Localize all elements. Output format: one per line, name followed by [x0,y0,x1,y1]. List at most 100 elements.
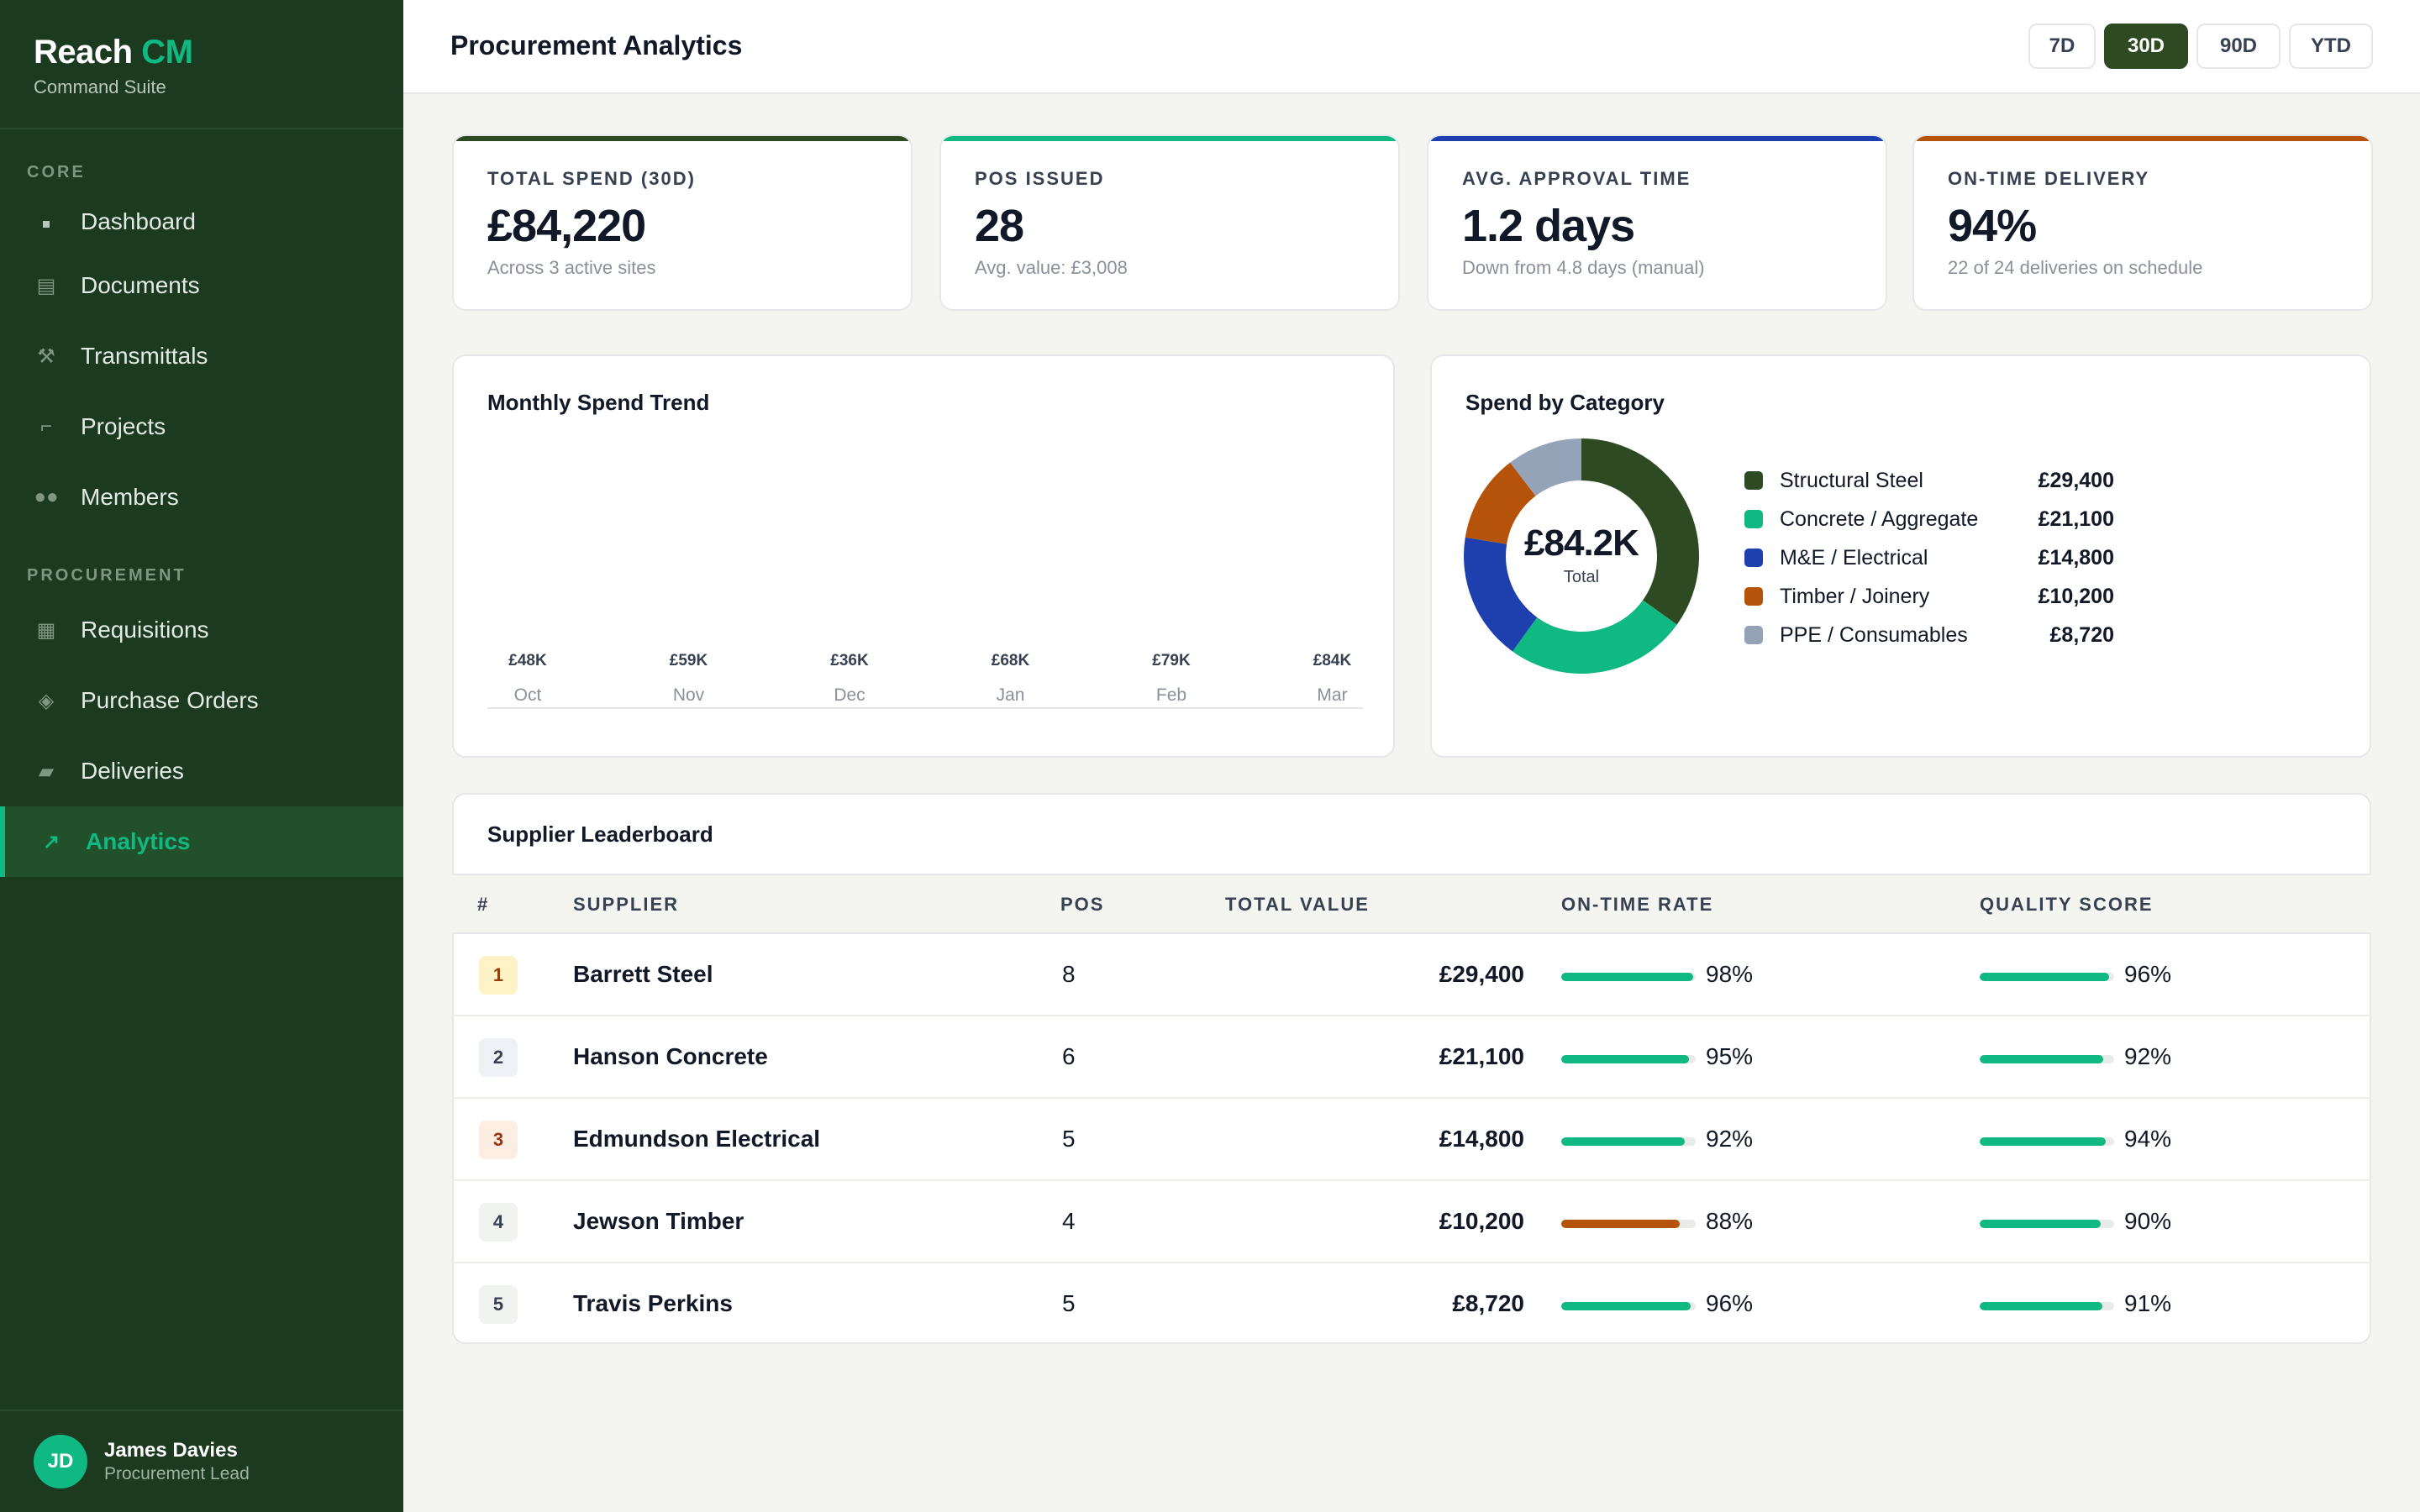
legend-label: Concrete / Aggregate [1780,507,1979,531]
sidebar-item-dashboard[interactable]: Dashboard [0,186,403,257]
quality-meter [1980,1055,2114,1063]
sidebar-item-projects[interactable]: ⌐ Projects [0,391,403,462]
quality-fill [1980,1137,2107,1146]
sidebar-item-deliveries[interactable]: ▰ Deliveries [0,736,403,806]
total-value: £10,200 [1439,1208,1524,1234]
on-time-meter [1561,1137,1696,1146]
chart-icon: ↗ [42,830,60,853]
sidebar-item-requisitions[interactable]: ▦ Requisitions [0,595,403,665]
range-ytd-button[interactable]: YTD [2289,24,2373,69]
chart-title: Spend by Category [1465,390,1665,415]
user-name: James Davies [104,1439,238,1462]
wrench-icon: ⚒ [37,344,55,368]
po-count: 8 [1062,961,1076,987]
po-count: 4 [1062,1208,1076,1234]
column-header-pos[interactable]: POS [1060,894,1105,915]
supplier-name: Travis Perkins [573,1290,733,1316]
donut-slice[interactable] [1512,600,1677,674]
chart-baseline [487,707,1363,709]
header: Procurement Analytics 7D 30D 90D YTD [403,0,2420,94]
sidebar-item-label: Members [81,484,179,510]
total-value: £8,720 [1452,1290,1524,1316]
brand-logo[interactable]: Reach CM [34,34,193,71]
sidebar-item-label: Requisitions [81,617,209,643]
legend-swatch [1744,626,1763,644]
column-header-quality-score[interactable]: QUALITY SCORE [1980,894,2154,915]
rank-badge: 5 [479,1285,518,1324]
on-time-fill [1561,1302,1691,1310]
chart-title: Monthly Spend Trend [487,390,710,415]
kpi-subtext: Down from 4.8 days (manual) [1462,257,1705,278]
kpi-value: 1.2 days [1462,201,1635,251]
supplier-name: Barrett Steel [573,961,713,987]
bar-value-label: £36K [830,652,869,669]
sidebar-item-label: Analytics [86,828,191,854]
legend-label: Timber / Joinery [1780,584,1930,608]
quality-fill [1980,1302,2102,1310]
on-time-fill [1561,1055,1689,1063]
bar-category-label: Oct [513,685,542,705]
donut-slice[interactable] [1464,537,1538,652]
sidebar-item-documents[interactable]: ▤ Documents [0,250,403,321]
supplier-name: Edmundson Electrical [573,1126,821,1152]
nav-section-procurement: PROCUREMENT [27,566,187,585]
sidebar-item-label: Purchase Orders [81,687,259,713]
bar-value-label: £79K [1152,652,1191,669]
range-7d-button[interactable]: 7D [2028,24,2096,69]
brand-subtitle: Command Suite [34,76,166,97]
sidebar-item-analytics[interactable]: ↗ Analytics [0,806,403,877]
legend-value: £10,200 [2038,584,2114,608]
donut-slice[interactable] [1465,462,1536,544]
quality-score: 94% [2124,1126,2172,1152]
column-header-supplier[interactable]: SUPPLIER [573,894,680,915]
bar-value-label: £48K [508,652,547,669]
rank-badge: 1 [479,956,518,995]
on-time-fill [1561,1137,1686,1146]
sidebar-item-label: Documents [81,272,200,298]
legend-swatch [1744,587,1763,606]
truck-icon: ▰ [38,759,55,783]
kpi-card-on-time-delivery: ON-TIME DELIVERY 94% 22 of 24 deliveries… [1912,134,2373,311]
sidebar-item-purchase-orders[interactable]: ◈ Purchase Orders [0,665,403,736]
legend-value: £21,100 [2038,507,2114,531]
brand: Reach CM Command Suite [0,0,403,129]
quality-fill [1980,1220,2101,1228]
quality-score: 92% [2124,1043,2172,1069]
table-row[interactable]: 1 Barrett Steel 8 £29,400 98% 96% [452,934,2371,1016]
kpi-label: ON-TIME DELIVERY [1948,168,2150,189]
range-30d-button[interactable]: 30D [2104,24,2188,69]
kpi-value: £84,220 [487,201,646,251]
document-icon: ▤ [36,274,56,297]
sidebar-item-transmittals[interactable]: ⚒ Transmittals [0,321,403,391]
kpi-card-approval-time: AVG. APPROVAL TIME 1.2 days Down from 4.… [1427,134,1887,311]
donut-slice[interactable] [1581,438,1699,625]
legend-label: M&E / Electrical [1780,545,1928,570]
sidebar-item-label: Transmittals [81,343,208,369]
legend-value: £8,720 [2049,622,2114,647]
rank-badge: 3 [479,1121,518,1159]
sidebar-item-label: Deliveries [81,758,184,784]
on-time-meter [1561,1055,1696,1063]
column-header-rank[interactable]: # [477,894,490,915]
table-row[interactable]: 4 Jewson Timber 4 £10,200 88% 90% [452,1181,2371,1263]
bar-category-label: Nov [672,685,705,705]
legend-swatch [1744,471,1763,490]
on-time-fill [1561,1220,1680,1228]
table-row[interactable]: 3 Edmundson Electrical 5 £14,800 92% 94% [452,1099,2371,1181]
donut-slice[interactable] [1510,438,1581,496]
avatar: JD [34,1435,87,1488]
range-90d-button[interactable]: 90D [2196,24,2281,69]
column-header-on-time-rate[interactable]: ON-TIME RATE [1561,894,1714,915]
table-row[interactable]: 2 Hanson Concrete 6 £21,100 95% 92% [452,1016,2371,1099]
column-header-total-value[interactable]: TOTAL VALUE [1225,894,1370,915]
sidebar-item-members[interactable]: ●● Members [0,462,403,533]
bar-category-label: Dec [834,685,865,705]
bar-value-label: £68K [991,652,1030,669]
kpi-subtext: 22 of 24 deliveries on schedule [1948,257,2203,278]
table-row[interactable]: 5 Travis Perkins 5 £8,720 96% 91% [452,1263,2371,1346]
legend-item: Concrete / Aggregate £21,100 [1744,502,2114,536]
kpi-value: 28 [975,201,1024,251]
kpi-card-total-spend: TOTAL SPEND (30D) £84,220 Across 3 activ… [452,134,913,311]
user-profile[interactable]: JD James Davies Procurement Lead [0,1410,403,1512]
legend-item: Timber / Joinery £10,200 [1744,580,2114,613]
